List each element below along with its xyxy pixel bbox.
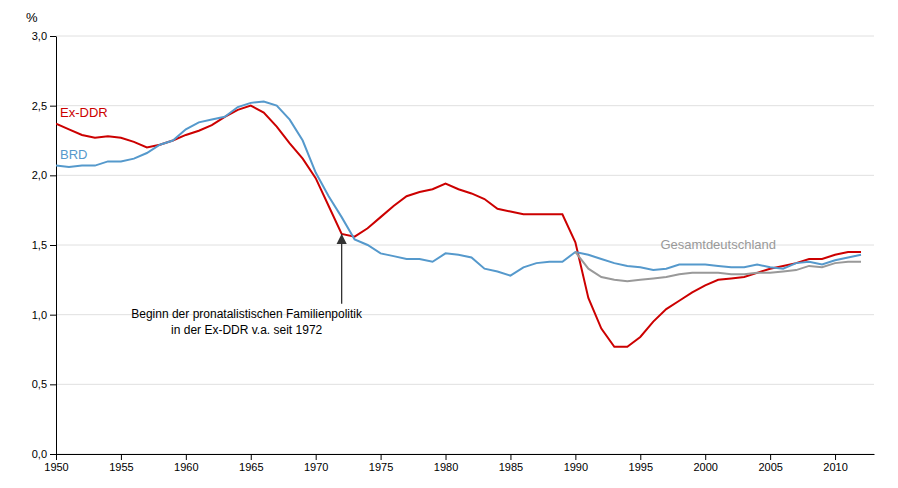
x-tick-label: 2010 — [823, 461, 847, 473]
x-tick-label: 1985 — [499, 461, 523, 473]
y-tick: 1,0 — [32, 309, 56, 321]
series-line — [575, 252, 861, 281]
y-tick-label: 0,0 — [32, 448, 47, 460]
x-tick: 1995 — [629, 454, 653, 473]
series-labels: Ex-DDR BRD Gesamtdeutschland — [60, 105, 776, 252]
grid-line — [56, 454, 874, 455]
grid-line — [56, 175, 874, 176]
series-label: Gesamtdeutschland — [660, 237, 776, 252]
x-tick-label: 2000 — [693, 461, 717, 473]
y-axis: 0,0 0,5 1,0 1,5 2,0 2,5 3,0 — [32, 30, 57, 460]
y-tick-mark — [50, 36, 56, 37]
x-tick-mark — [446, 454, 447, 460]
annotation-text: in der Ex-DDR v.a. seit 1972 — [171, 323, 322, 337]
x-tick-label: 1980 — [434, 461, 458, 473]
x-tick-mark — [251, 454, 252, 460]
x-tick-mark — [186, 454, 187, 460]
series-line — [56, 106, 861, 347]
x-tick-mark — [770, 454, 771, 460]
series-label: BRD — [60, 147, 87, 162]
x-tick-mark — [121, 454, 122, 460]
x-tick: 1955 — [109, 454, 133, 473]
series-label: Ex-DDR — [60, 105, 108, 120]
annotation-arrow — [341, 234, 342, 304]
x-tick: 1960 — [174, 454, 198, 473]
x-tick-mark — [316, 454, 317, 460]
y-tick-label: 1,0 — [32, 309, 47, 321]
plot-area — [56, 101, 861, 346]
x-tick: 1990 — [564, 454, 588, 473]
x-tick: 1950 — [44, 454, 68, 473]
y-tick-label: 3,0 — [32, 30, 47, 42]
y-tick-mark — [50, 384, 56, 385]
x-tick-mark — [510, 454, 511, 460]
y-tick: 2,5 — [32, 100, 56, 112]
grid-line — [56, 384, 874, 385]
y-tick-mark — [50, 454, 56, 455]
x-tick-label: 1995 — [629, 461, 653, 473]
y-tick: 3,0 — [32, 30, 56, 42]
x-tick: 2000 — [693, 454, 717, 473]
x-tick: 2010 — [823, 454, 847, 473]
x-tick-label: 1950 — [44, 461, 68, 473]
x-tick: 2005 — [758, 454, 782, 473]
grid — [56, 36, 874, 454]
series-line — [56, 101, 861, 275]
x-tick-mark — [835, 454, 836, 460]
x-tick-mark — [705, 454, 706, 460]
y-tick-mark — [50, 245, 56, 246]
grid-line — [56, 36, 874, 37]
x-tick-mark — [381, 454, 382, 460]
x-tick: 1970 — [304, 454, 328, 473]
axis-line — [56, 37, 57, 455]
x-tick: 1985 — [499, 454, 523, 473]
y-tick-mark — [50, 315, 56, 316]
x-tick-label: 1975 — [369, 461, 393, 473]
chart-container: 1950 1955 1960 1965 1970 1975 1980 1985 1990 1995… — [0, 0, 898, 488]
x-axis: 1950 1955 1960 1965 1970 1975 1980 1985 1990 1995… — [44, 454, 874, 473]
x-tick-label: 1955 — [109, 461, 133, 473]
x-tick: 1965 — [239, 454, 263, 473]
chart-svg: 1950 1955 1960 1965 1970 1975 1980 1985 1990 1995… — [0, 0, 898, 488]
x-tick-label: 1970 — [304, 461, 328, 473]
x-tick-label: 1960 — [174, 461, 198, 473]
x-tick-label: 2005 — [758, 461, 782, 473]
y-tick: 0,0 — [32, 448, 56, 460]
y-tick: 0,5 — [32, 378, 56, 390]
y-tick-label: 2,5 — [32, 100, 47, 112]
y-tick-label: 1,5 — [32, 239, 47, 251]
grid-line — [56, 105, 874, 106]
y-tick-label: 2,0 — [32, 169, 47, 181]
axis-line — [57, 454, 875, 455]
y-tick: 1,5 — [32, 239, 56, 251]
y-tick: 2,0 — [32, 169, 56, 181]
y-tick-mark — [50, 106, 56, 107]
x-tick-mark — [575, 454, 576, 460]
x-tick-label: 1990 — [564, 461, 588, 473]
x-tick: 1975 — [369, 454, 393, 473]
y-tick-mark — [50, 175, 56, 176]
annotation-text: Beginn der pronatalistischen Familienpol… — [131, 307, 363, 321]
x-tick-mark — [640, 454, 641, 460]
y-tick-label: 0,5 — [32, 378, 47, 390]
x-tick-mark — [56, 454, 57, 460]
y-axis-label: % — [26, 10, 38, 25]
annotation: Beginn der pronatalistischen Familienpol… — [131, 234, 363, 337]
x-tick-label: 1965 — [239, 461, 263, 473]
x-tick: 1980 — [434, 454, 458, 473]
